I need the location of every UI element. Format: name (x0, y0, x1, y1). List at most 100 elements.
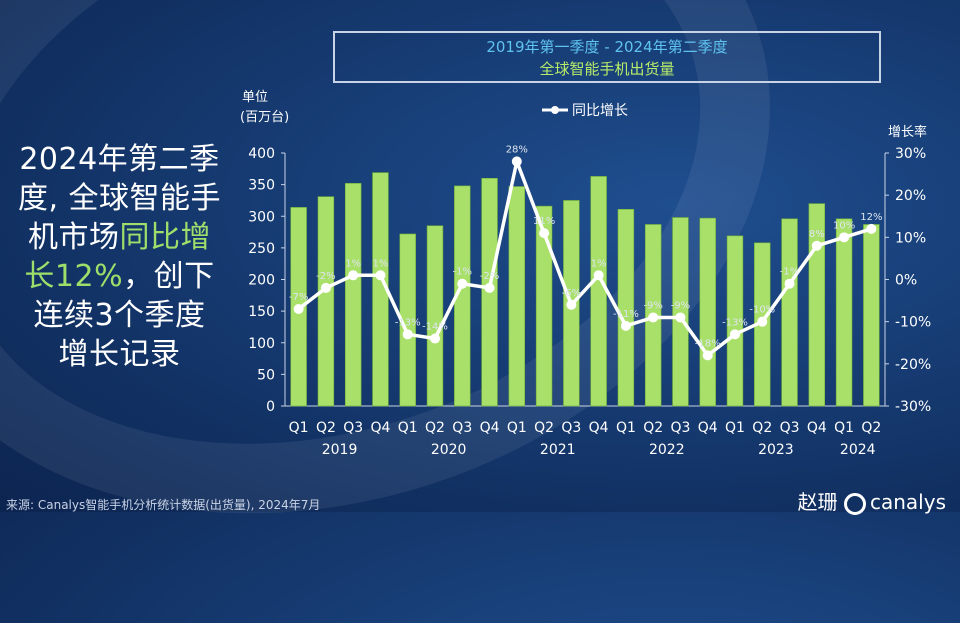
x-tick-label: Q4 (589, 420, 609, 436)
bar (617, 208, 635, 407)
yoy-point (757, 316, 768, 327)
yoy-point (675, 312, 686, 323)
chart-title-box: 2019年第一季度 - 2024年第二季度 全球智能手机出货量 (333, 31, 881, 83)
yoy-data-label: 1% (373, 258, 389, 269)
yoy-data-label: -2% (480, 271, 499, 282)
x-tick-label: Q3 (343, 420, 363, 436)
bar (726, 235, 744, 407)
x-tick-label: Q1 (289, 420, 309, 436)
yoy-data-label: -11% (613, 309, 639, 320)
yoy-point (566, 299, 577, 310)
y2-tick-label: 30% (895, 146, 926, 162)
yoy-data-label: 11% (533, 216, 555, 227)
headline-line-1: 2024年第二季 (19, 142, 220, 177)
bar (508, 186, 526, 407)
yoy-data-label: -7% (289, 292, 308, 303)
yoy-data-label: -9% (671, 300, 690, 311)
chart-subtitle: 全球智能手机出货量 (539, 60, 675, 78)
yoy-data-label: 10% (833, 220, 855, 231)
yoy-point (839, 232, 850, 243)
y-tick-label: 400 (248, 146, 275, 162)
bar (426, 225, 444, 407)
y2-axis-label: 增长率 (888, 124, 927, 140)
x-tick-label: Q3 (780, 420, 800, 436)
yoy-data-label: -2% (316, 271, 335, 282)
yoy-point (402, 329, 413, 340)
bar (835, 218, 853, 407)
x-tick-label: Q2 (534, 420, 554, 436)
bar (781, 218, 798, 407)
headline-line-3a: 机市场 (28, 220, 120, 255)
x-tick-label: Q3 (561, 420, 581, 436)
headline-highlight-1: 同比增 (119, 220, 211, 255)
bar (672, 217, 689, 407)
yoy-point (430, 333, 440, 344)
x-tick-label: Q1 (616, 420, 636, 436)
bar (863, 224, 880, 407)
year-label: 2020 (431, 442, 467, 458)
yoy-point (484, 282, 495, 293)
x-tick-label: Q4 (370, 420, 390, 436)
logo-text: canalys (870, 490, 946, 514)
y2-tick-label: 20% (895, 188, 926, 204)
canalys-logo: 赵珊 canalys (798, 486, 946, 515)
x-tick-label: Q2 (861, 420, 881, 436)
x-tick-label: Q1 (834, 420, 854, 436)
yoy-data-label: -10% (749, 305, 775, 316)
headline-line-4: 长12%，创下 (12, 257, 227, 296)
logo-prefix: 赵珊 (797, 490, 838, 514)
yoy-data-label: 1% (345, 258, 361, 269)
bar (535, 205, 553, 407)
bar (317, 196, 335, 407)
yoy-point (348, 270, 359, 281)
year-label: 2024 (840, 442, 876, 458)
yoy-point (593, 270, 604, 281)
x-tick-label: Q1 (507, 420, 527, 436)
y-tick-label: 150 (248, 304, 275, 320)
source-note: 来源: Canalys智能手机分析统计数据(出货量), 2024年7月 (6, 498, 321, 512)
x-tick-label: Q4 (698, 420, 718, 436)
canalys-logo-icon (844, 492, 866, 515)
yoy-data-label: -13% (722, 317, 748, 328)
headline-highlight-2: 长12% (24, 259, 124, 294)
yoy-data-label: -6% (562, 288, 581, 299)
yoy-point (702, 350, 713, 361)
bar (590, 176, 607, 407)
bar (344, 183, 362, 407)
x-tick-label: Q1 (398, 420, 418, 436)
yoy-point (648, 312, 659, 323)
y-tick-label: 50 (257, 367, 275, 383)
y2-tick-label: 10% (895, 230, 926, 246)
y-tick-label: 100 (248, 336, 275, 352)
year-label: 2019 (322, 442, 358, 458)
y2-tick-label: 0% (895, 273, 917, 289)
year-label: 2021 (540, 442, 576, 458)
year-label: 2022 (649, 442, 685, 458)
yoy-growth-line (297, 159, 872, 358)
yoy-point (511, 156, 522, 167)
yoy-point (293, 304, 304, 315)
x-tick-label: Q1 (725, 420, 745, 436)
yoy-data-label: 12% (860, 212, 882, 223)
y-tick-label: 200 (248, 273, 275, 289)
headline-line-5: 连续3个季度 (33, 298, 206, 333)
year-label: 2023 (758, 442, 794, 458)
yoy-data-label: -1% (453, 267, 472, 278)
yoy-data-label: -9% (643, 300, 662, 311)
headline-line-6: 增长记录 (58, 337, 181, 372)
x-tick-label: Q2 (752, 420, 772, 436)
headline-line-2: 度, 全球智能手 (17, 181, 222, 216)
yoy-point (620, 320, 631, 331)
yoy-data-label: -13% (395, 317, 421, 328)
y-axis-label-unit: (百万台) (240, 110, 289, 125)
y-tick-label: 350 (248, 178, 275, 194)
yoy-point (539, 228, 550, 239)
yoy-point (320, 282, 331, 293)
x-tick-label: Q4 (807, 420, 827, 436)
yoy-data-label: -1% (780, 267, 799, 278)
y2-tick-label: -30% (895, 399, 931, 415)
chart-title: 2019年第一季度 - 2024年第二季度 (486, 38, 728, 56)
yoy-point (866, 223, 877, 234)
y2-tick-label: -20% (895, 357, 931, 373)
